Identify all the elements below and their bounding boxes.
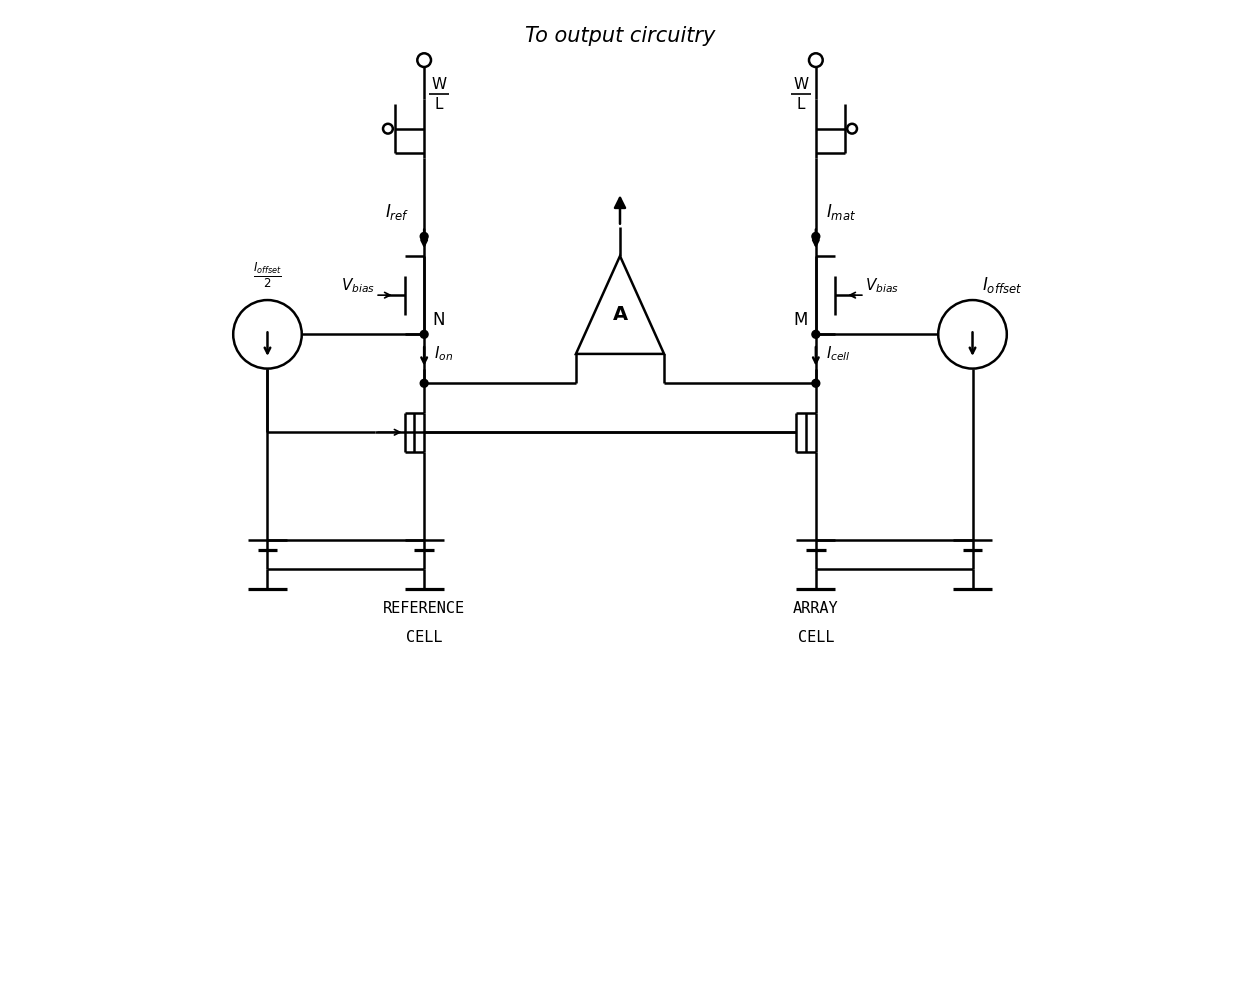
Text: REFERENCE: REFERENCE <box>383 601 465 616</box>
Circle shape <box>812 379 820 387</box>
Circle shape <box>808 53 822 67</box>
Text: $V_{bias}$: $V_{bias}$ <box>864 276 899 295</box>
Text: L: L <box>797 96 806 112</box>
Text: W: W <box>794 78 808 92</box>
Text: $I_{cell}$: $I_{cell}$ <box>826 345 851 363</box>
Text: A: A <box>613 305 627 324</box>
Text: $I_{mat}$: $I_{mat}$ <box>826 202 856 222</box>
Text: $I_{on}$: $I_{on}$ <box>434 345 453 363</box>
Text: CELL: CELL <box>797 630 835 645</box>
Circle shape <box>812 233 820 241</box>
Circle shape <box>383 124 393 134</box>
Text: $I_{ref}$: $I_{ref}$ <box>386 202 409 222</box>
Text: $\frac{I_{offset}}{2}$: $\frac{I_{offset}}{2}$ <box>253 261 281 291</box>
Text: N: N <box>432 311 444 329</box>
Text: M: M <box>794 311 808 329</box>
Circle shape <box>420 233 428 241</box>
Text: $V_{bias}$: $V_{bias}$ <box>341 276 376 295</box>
Circle shape <box>812 330 820 338</box>
Text: W: W <box>432 78 446 92</box>
Circle shape <box>418 53 432 67</box>
Text: ARRAY: ARRAY <box>794 601 838 616</box>
Circle shape <box>420 379 428 387</box>
Circle shape <box>420 330 428 338</box>
Text: L: L <box>434 96 443 112</box>
Text: To output circuitry: To output circuitry <box>525 26 715 46</box>
Text: $I_{offset}$: $I_{offset}$ <box>982 275 1023 296</box>
Text: CELL: CELL <box>405 630 443 645</box>
Circle shape <box>847 124 857 134</box>
